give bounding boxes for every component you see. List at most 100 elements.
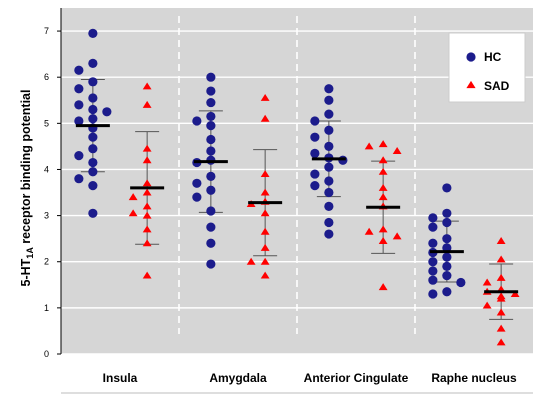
y-tick-label: 0 bbox=[44, 349, 49, 359]
y-tick-label: 2 bbox=[44, 257, 49, 267]
category-separators bbox=[178, 16, 416, 334]
hc-point bbox=[310, 148, 320, 158]
sad-point bbox=[496, 324, 506, 332]
sad-point bbox=[260, 94, 270, 101]
category-label: Raphe nucleus bbox=[431, 371, 517, 385]
hc-point bbox=[88, 58, 98, 68]
hc-point bbox=[428, 266, 438, 276]
y-tick-label: 6 bbox=[44, 72, 49, 82]
hc-point bbox=[102, 107, 112, 117]
hc-point bbox=[74, 100, 84, 110]
hc-point bbox=[442, 217, 452, 228]
hc-point bbox=[206, 111, 216, 122]
hc-point bbox=[74, 116, 84, 126]
sad-point bbox=[260, 257, 270, 265]
hc-point bbox=[324, 109, 334, 119]
hc-point bbox=[192, 192, 202, 202]
sad-point bbox=[378, 140, 388, 148]
hc-point bbox=[206, 185, 216, 195]
legend: HC SAD bbox=[448, 32, 526, 103]
sad-point bbox=[392, 147, 402, 154]
sad-point bbox=[378, 225, 388, 233]
sad-point bbox=[496, 294, 506, 302]
sad-point bbox=[496, 255, 506, 263]
legend-sad-marker bbox=[466, 80, 476, 89]
sad-point bbox=[364, 142, 374, 150]
y-axis-title-rest: receptor binding potential bbox=[19, 90, 33, 248]
sad-point bbox=[378, 193, 388, 201]
y-tick-label: 3 bbox=[44, 211, 49, 221]
hc-point bbox=[428, 257, 438, 267]
y-tick-label: 1 bbox=[44, 303, 49, 313]
hc-point bbox=[88, 181, 98, 191]
hc-point bbox=[442, 270, 452, 281]
hc-point bbox=[74, 174, 84, 184]
hc-point bbox=[192, 116, 202, 126]
hc-point bbox=[324, 217, 334, 228]
sad-point bbox=[364, 227, 374, 235]
hc-point bbox=[88, 93, 98, 103]
sad-point bbox=[142, 82, 152, 90]
hc-point bbox=[74, 151, 84, 161]
hc-point bbox=[206, 146, 216, 156]
sad-point bbox=[378, 183, 388, 191]
hc-point bbox=[324, 162, 334, 172]
hc-point bbox=[456, 277, 466, 288]
hc-point bbox=[206, 171, 216, 181]
hc-point bbox=[428, 213, 438, 223]
sad-point bbox=[260, 209, 270, 217]
hc-point bbox=[88, 167, 98, 177]
hc-point bbox=[442, 234, 452, 244]
hc-point bbox=[206, 206, 216, 216]
hc-point bbox=[428, 275, 438, 285]
data-points bbox=[74, 28, 520, 346]
sad-point bbox=[260, 227, 270, 235]
hc-point bbox=[74, 84, 84, 94]
hc-point bbox=[310, 116, 320, 126]
hc-point bbox=[442, 183, 452, 193]
category-label: Amygdala bbox=[209, 371, 267, 385]
hc-point bbox=[324, 229, 334, 239]
sad-point bbox=[392, 232, 402, 240]
hc-point bbox=[206, 97, 216, 108]
hc-point bbox=[206, 222, 216, 232]
hc-point bbox=[88, 208, 98, 218]
hc-point bbox=[206, 72, 216, 82]
hc-point bbox=[324, 187, 334, 198]
hc-point bbox=[324, 141, 334, 151]
sad-point bbox=[378, 156, 388, 164]
hc-point bbox=[428, 222, 438, 232]
hc-point bbox=[206, 134, 216, 145]
sad-point bbox=[142, 225, 152, 233]
hc-point bbox=[310, 132, 320, 142]
sad-point bbox=[496, 308, 506, 316]
sad-point bbox=[142, 202, 152, 210]
hc-point bbox=[428, 238, 438, 248]
hc-point bbox=[324, 176, 334, 186]
hc-point bbox=[324, 201, 334, 211]
sad-point bbox=[142, 211, 152, 219]
hc-point bbox=[324, 84, 334, 94]
hc-point bbox=[206, 86, 216, 96]
sad-point bbox=[142, 179, 152, 187]
legend-sad-label: SAD bbox=[484, 79, 510, 93]
legend-hc-label: HC bbox=[484, 50, 502, 64]
hc-point bbox=[442, 252, 452, 262]
sad-point bbox=[142, 188, 152, 196]
sad-point bbox=[142, 156, 152, 164]
hc-point bbox=[88, 28, 98, 38]
sad-point bbox=[260, 243, 270, 251]
sad-point bbox=[128, 193, 138, 201]
hc-point bbox=[428, 289, 438, 299]
y-tick-label: 5 bbox=[44, 118, 49, 128]
sad-point bbox=[142, 100, 152, 108]
sad-point bbox=[482, 278, 492, 286]
hc-point bbox=[206, 259, 216, 269]
hc-point bbox=[310, 169, 320, 179]
y-ticks: 0 1 2 3 4 5 6 7 bbox=[44, 26, 61, 359]
sad-point bbox=[496, 338, 506, 346]
category-labels: Insula Amygdala Anterior Cingulate Raphe nu… bbox=[103, 371, 517, 385]
legend-box bbox=[448, 32, 526, 103]
hc-point bbox=[442, 287, 452, 297]
sad-point bbox=[246, 257, 256, 265]
